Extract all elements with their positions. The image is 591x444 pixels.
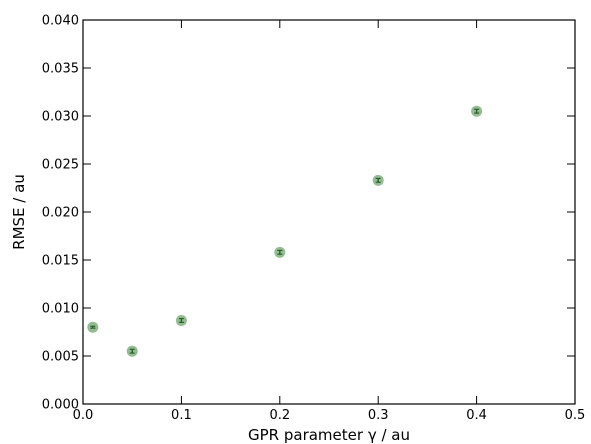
ticks — [82, 19, 576, 405]
data-point — [372, 174, 384, 186]
x-tick-label: 0.1 — [171, 408, 192, 423]
data-point — [87, 321, 99, 333]
y-tick-label: 0.005 — [42, 350, 79, 365]
x-tick-label: 0.0 — [73, 408, 94, 423]
y-tick-label: 0.030 — [42, 110, 79, 125]
y-tick-label: 0.040 — [42, 14, 79, 29]
y-tick-label: 0.010 — [42, 302, 79, 317]
x-tick-label: 0.5 — [565, 408, 586, 423]
data-point — [471, 105, 483, 117]
y-axis-label: RMSE / au — [10, 174, 28, 250]
x-tick-labels: 0.0 0.1 0.2 0.3 0.4 0.5 — [73, 408, 586, 423]
x-tick-label: 0.4 — [466, 408, 487, 423]
plot-area — [82, 19, 576, 405]
y-tick-label: 0.000 — [42, 398, 79, 413]
x-tick-label: 0.3 — [368, 408, 389, 423]
y-tick-label: 0.020 — [42, 206, 79, 221]
y-tick-label: 0.035 — [42, 62, 79, 77]
y-tick-labels: 0.000 0.005 0.010 0.015 0.020 0.025 0.030 0.035… — [42, 14, 79, 413]
x-axis-label: GPR parameter γ / au — [248, 426, 410, 444]
y-tick-label: 0.015 — [42, 254, 79, 269]
y-tick-label: 0.025 — [42, 158, 79, 173]
data-point — [274, 246, 286, 258]
data-point — [126, 345, 138, 357]
data-point — [175, 314, 187, 326]
x-tick-label: 0.2 — [269, 408, 290, 423]
data-points — [87, 105, 483, 357]
